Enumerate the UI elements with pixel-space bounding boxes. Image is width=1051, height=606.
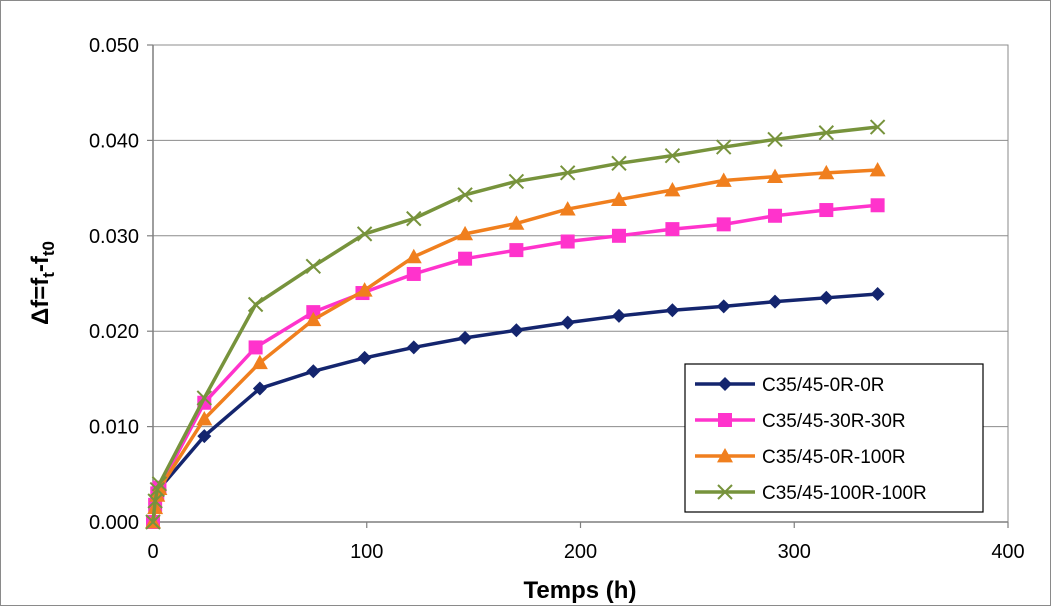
marker-square — [819, 203, 834, 218]
marker-diamond — [716, 299, 731, 314]
legend-box — [684, 363, 984, 513]
marker-triangle — [610, 191, 627, 206]
x-tick-label: 200 — [564, 541, 597, 563]
gridlines — [153, 44, 1008, 428]
marker-triangle — [251, 354, 268, 370]
marker-x-stroke — [356, 226, 373, 242]
marker-square — [406, 266, 421, 281]
legend-entry: C35/45-0R-100R — [695, 447, 906, 468]
marker-square — [248, 340, 263, 355]
marker-square — [665, 222, 680, 237]
marker-x-stroke — [145, 514, 161, 530]
marker-diamond — [611, 308, 626, 323]
legend-entry: C35/45-100R-100R — [695, 483, 927, 504]
y-axis-ticks: 0.000 0.010 0.020 0.030 0.040 0.050 — [89, 35, 153, 534]
x-tick-label: 400 — [991, 541, 1024, 563]
marker-x-stroke — [406, 210, 422, 227]
marker-square — [870, 198, 885, 213]
marker-square — [509, 243, 524, 258]
series-layer — [145, 119, 886, 530]
marker-x-stroke — [818, 125, 835, 141]
marker-square — [560, 234, 575, 249]
marker-triangle — [305, 311, 322, 327]
y-tick-label: 0.020 — [89, 321, 139, 343]
marker-x-stroke — [151, 476, 168, 492]
legend-entry: C35/45-30R-30R — [695, 411, 906, 432]
marker-triangle — [818, 164, 835, 180]
marker-diamond — [252, 381, 267, 396]
marker-x-stroke — [457, 187, 473, 203]
marker-triangle — [196, 410, 213, 426]
marker-diamond — [870, 286, 885, 301]
marker-diamond — [509, 323, 524, 338]
marker-x-stroke — [717, 484, 733, 500]
x-axis-ticks: 0 100 200 300 400 — [147, 522, 1025, 563]
marker-square — [458, 251, 473, 266]
marker-x-stroke — [149, 481, 165, 498]
marker-x-stroke — [508, 173, 525, 190]
y-tick-label: 0.030 — [89, 226, 139, 248]
marker-square — [611, 228, 626, 243]
marker-diamond — [197, 429, 212, 444]
marker-diamond — [306, 364, 321, 379]
legend-entry: C35/45-0R-0R — [695, 375, 885, 396]
x-tick-label: 100 — [350, 541, 383, 563]
x-tick-label: 300 — [778, 541, 811, 563]
marker-triangle — [559, 201, 576, 216]
y-tick-label: 0.010 — [89, 417, 139, 439]
marker-x-stroke — [196, 390, 213, 406]
legend: C35/45-0R-0R C35/45-30R-30R C35/45-0R-100R… — [684, 363, 984, 513]
marker-triangle — [715, 172, 732, 187]
marker-triangle — [457, 225, 474, 241]
marker-diamond — [718, 377, 732, 391]
marker-triangle — [767, 168, 784, 184]
marker-square — [716, 217, 731, 232]
y-tick-label: 0.040 — [89, 130, 139, 152]
marker-triangle — [356, 282, 373, 297]
marker-diamond — [560, 315, 575, 330]
marker-triangle — [664, 182, 681, 197]
marker-x-stroke — [664, 147, 681, 164]
marker-x-stroke — [147, 493, 163, 509]
legend-label: C35/45-0R-0R — [762, 375, 885, 396]
x-axis-title: Temps (h) — [524, 577, 637, 604]
legend-label: C35/45-30R-30R — [762, 411, 906, 432]
y-axis-title: Δf=ft-ft0 — [27, 241, 58, 325]
marker-x-stroke — [559, 165, 576, 181]
marker-diamond — [665, 303, 680, 318]
marker-x-stroke — [869, 119, 886, 135]
series-4 — [145, 119, 886, 530]
marker-diamond — [768, 294, 783, 309]
marker-diamond — [406, 340, 421, 355]
marker-x-stroke — [247, 296, 264, 313]
legend-label: C35/45-0R-100R — [762, 447, 906, 468]
marker-triangle — [717, 448, 733, 463]
marker-diamond — [458, 330, 473, 345]
marker-square — [768, 208, 783, 223]
marker-diamond — [819, 290, 834, 305]
x-tick-label: 0 — [147, 541, 158, 563]
marker-triangle — [508, 215, 525, 230]
marker-x-stroke — [611, 155, 627, 172]
marker-triangle — [869, 161, 886, 177]
marker-x-stroke — [305, 258, 322, 275]
marker-x-stroke — [716, 139, 732, 155]
marker-diamond — [357, 350, 372, 365]
y-tick-label: 0.000 — [89, 512, 139, 534]
marker-square — [718, 413, 732, 427]
y-tick-label: 0.050 — [89, 35, 139, 57]
marker-triangle — [405, 248, 422, 264]
legend-label: C35/45-100R-100R — [762, 483, 927, 504]
marker-x-stroke — [767, 131, 783, 148]
